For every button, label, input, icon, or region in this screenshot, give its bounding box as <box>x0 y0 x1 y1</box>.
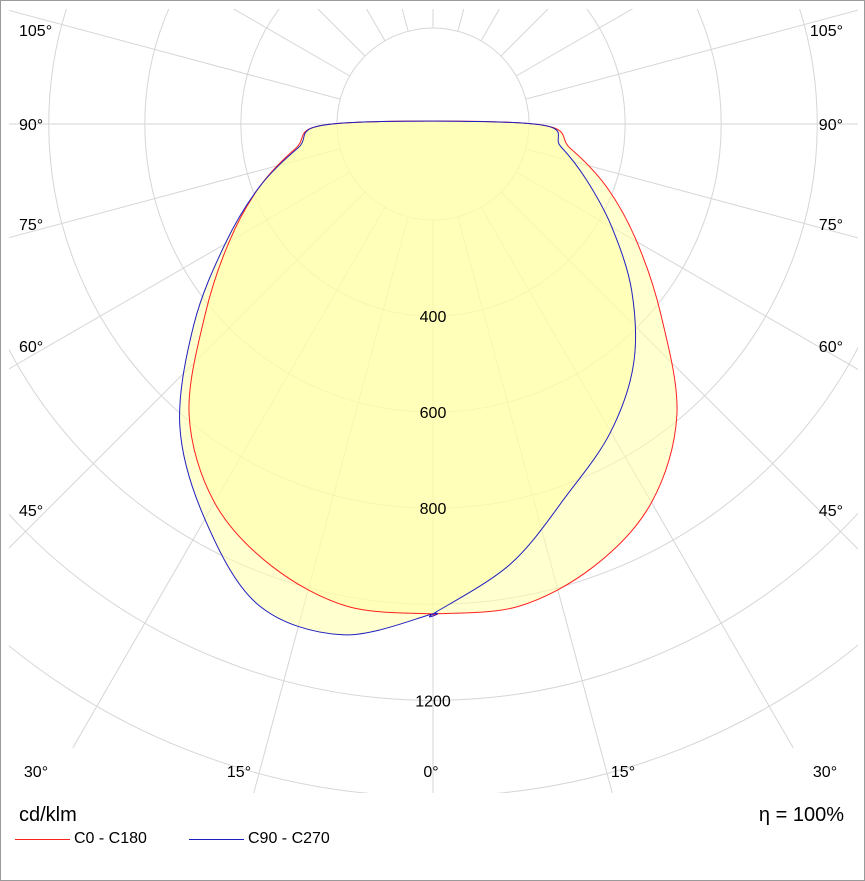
angle-label-left-30: 30° <box>24 764 48 781</box>
grid-spoke <box>232 9 351 77</box>
angle-label-left-45: 45° <box>19 503 43 520</box>
angle-label-right-30: 30° <box>813 764 837 781</box>
grid-spoke <box>457 9 465 32</box>
series-line-c90-c270 <box>179 120 637 636</box>
angle-label-left-75: 75° <box>19 217 43 234</box>
grid-spoke <box>9 9 341 100</box>
grid-spoke <box>480 9 500 42</box>
angle-label-right-90: 90° <box>819 117 843 134</box>
grid-spoke <box>366 9 386 42</box>
angle-label-right-105: 105° <box>810 23 843 40</box>
radial-tick-label: 600 <box>420 405 447 422</box>
legend-swatch-blue <box>189 838 244 840</box>
grid-spoke <box>9 148 341 239</box>
angle-label-0: 0° <box>423 764 438 781</box>
angle-label-right-60: 60° <box>819 339 843 356</box>
legend-swatch-red <box>15 838 70 840</box>
grid-spoke <box>525 9 858 100</box>
grid-spoke <box>515 9 634 77</box>
grid-spoke <box>525 148 858 239</box>
axis-labels: 400 600 800 1200 105° 105° 90° 90° 75° 75° 60° 60° 4… <box>19 23 843 781</box>
legend-label: C0 - C180 <box>74 830 147 847</box>
unit-label: cd/klm <box>19 804 77 826</box>
series-fill-1 <box>179 121 636 635</box>
polar-chart: 400 600 800 1200 105° 105° 90° 90° 75° 75° 60° 60° 4… <box>9 9 858 793</box>
legend-item-c90-c270: C90 - C270 <box>189 830 330 848</box>
angle-label-right-15: 15° <box>611 764 635 781</box>
angle-label-left-15: 15° <box>227 764 251 781</box>
efficiency-label: η = 100% <box>758 804 844 826</box>
angle-label-right-75: 75° <box>819 217 843 234</box>
grid-spoke <box>401 9 409 32</box>
grid-spoke <box>317 9 366 57</box>
angle-label-left-90: 90° <box>19 117 43 134</box>
angle-label-left-105: 105° <box>19 23 52 40</box>
intensity-curves <box>179 120 678 636</box>
radial-tick-label: 800 <box>420 501 447 518</box>
radial-tick-label: 400 <box>420 309 447 326</box>
angle-label-left-60: 60° <box>19 339 43 356</box>
radial-tick-label: 1200 <box>415 693 451 710</box>
angle-label-right-45: 45° <box>819 503 843 520</box>
legend-label: C90 - C270 <box>248 830 330 847</box>
legend-item-c0-c180: C0 - C180 <box>15 830 147 848</box>
